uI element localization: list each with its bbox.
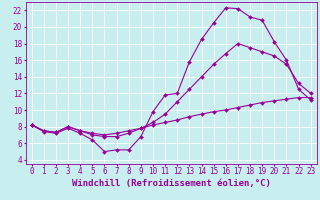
- X-axis label: Windchill (Refroidissement éolien,°C): Windchill (Refroidissement éolien,°C): [72, 179, 271, 188]
